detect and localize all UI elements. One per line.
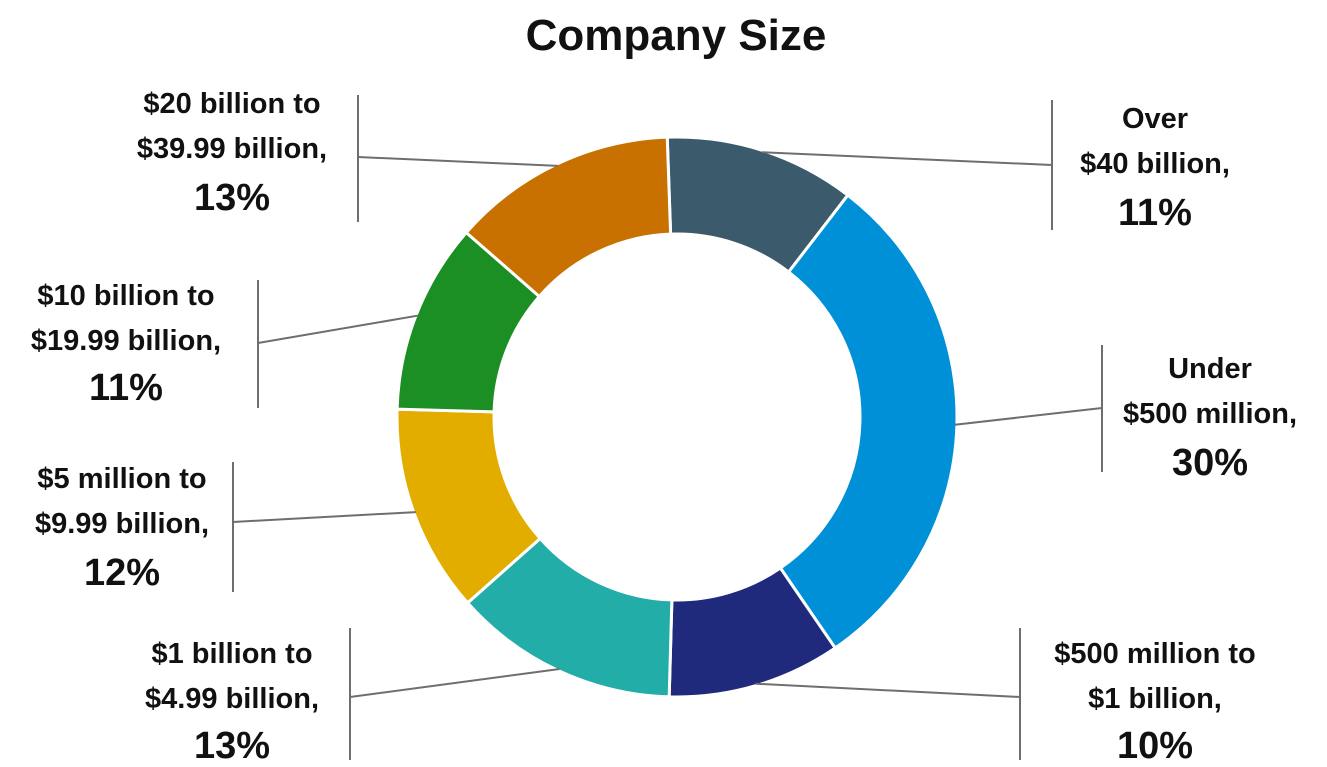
slice-percent-1: 30% (1172, 442, 1248, 484)
slice-label-1-line-0: Under (1168, 353, 1252, 385)
slice-label-5-line-1: $19.99 billion, (31, 325, 221, 357)
labels-group: Over $40 billion, 11% Under $500 million, 30%… (31, 88, 1297, 767)
slice-label-6-line-0: $20 billion to (143, 88, 320, 120)
slice-6 (464, 135, 673, 299)
slice-percent-4: 12% (84, 552, 160, 594)
slice-percent-5: 11% (89, 367, 163, 409)
slice-label-3-line-0: $1 billion to (151, 638, 312, 670)
slice-percent-2: 10% (1117, 725, 1193, 767)
slice-label-1-line-1: $500 million, (1123, 398, 1297, 430)
slice-label-5-line-0: $10 billion to (37, 280, 214, 312)
slice-label-3-line-1: $4.99 billion, (145, 683, 319, 715)
slice-percent-0: 11% (1118, 192, 1192, 234)
slice-percent-6: 13% (194, 177, 270, 219)
slice-label-6-line-1: $39.99 billion, (137, 133, 327, 165)
leader-line-3 (349, 667, 560, 698)
chart-title: Company Size (526, 11, 827, 60)
slice-label-4-line-1: $9.99 billion, (35, 508, 209, 540)
leader-line-5 (257, 314, 419, 344)
slice-label-0-line-0: Over (1122, 103, 1188, 135)
slice-label-2-line-0: $500 million to (1054, 638, 1255, 670)
leader-line-4 (232, 511, 416, 523)
slice-label-2-line-1: $1 billion, (1088, 683, 1222, 715)
slice-percent-3: 13% (194, 725, 270, 767)
leader-lines-group (232, 95, 1103, 760)
leader-line-0 (761, 151, 1053, 166)
leader-line-2 (755, 682, 1021, 698)
slice-label-0-line-1: $40 billion, (1080, 148, 1230, 180)
leader-line-1 (954, 407, 1103, 426)
leader-line-6 (357, 156, 558, 167)
slice-1 (778, 193, 959, 651)
slice-label-4-line-0: $5 million to (37, 463, 206, 495)
slices-group (395, 135, 959, 699)
